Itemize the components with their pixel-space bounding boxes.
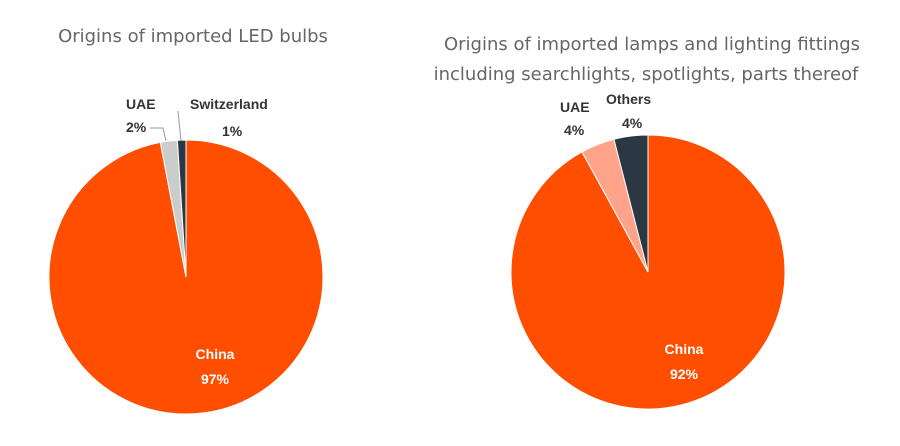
slice-label-uae: UAE bbox=[560, 99, 590, 115]
leader-line-uae bbox=[150, 127, 167, 142]
slice-value-switzerland: 1% bbox=[222, 123, 243, 139]
pie-slice-others bbox=[613, 134, 649, 273]
pie-slice-china bbox=[510, 134, 786, 410]
leader-lines-left bbox=[150, 110, 182, 142]
pie-slice-switzerland bbox=[176, 139, 187, 278]
slice-value-others: 4% bbox=[622, 115, 643, 131]
pie-right bbox=[510, 134, 786, 410]
slice-label-switzerland: Switzerland bbox=[190, 96, 268, 112]
slice-value-uae: 4% bbox=[564, 122, 585, 138]
slice-label-others: Others bbox=[606, 91, 651, 107]
slice-label-uae: UAE bbox=[126, 96, 156, 112]
slice-label-china: China bbox=[196, 346, 235, 362]
chart-right: Origins of imported lamps and lighting f… bbox=[434, 34, 860, 410]
slice-value-china: 92% bbox=[670, 366, 699, 382]
chart-right-title-line-2: including searchlights, spotlights, part… bbox=[434, 64, 859, 85]
slice-value-china: 97% bbox=[201, 371, 230, 387]
chart-right-title-line-1: Origins of imported lamps and lighting f… bbox=[444, 34, 860, 55]
chart-left-title: Origins of imported LED bulbs bbox=[58, 26, 328, 47]
leader-line-switzerland bbox=[177, 110, 182, 142]
slice-label-china: China bbox=[665, 341, 704, 357]
slice-value-uae: 2% bbox=[126, 119, 147, 135]
chart-left: Origins of imported LED bulbs UAE 2% Swi… bbox=[48, 26, 328, 415]
pie-left bbox=[48, 139, 324, 415]
